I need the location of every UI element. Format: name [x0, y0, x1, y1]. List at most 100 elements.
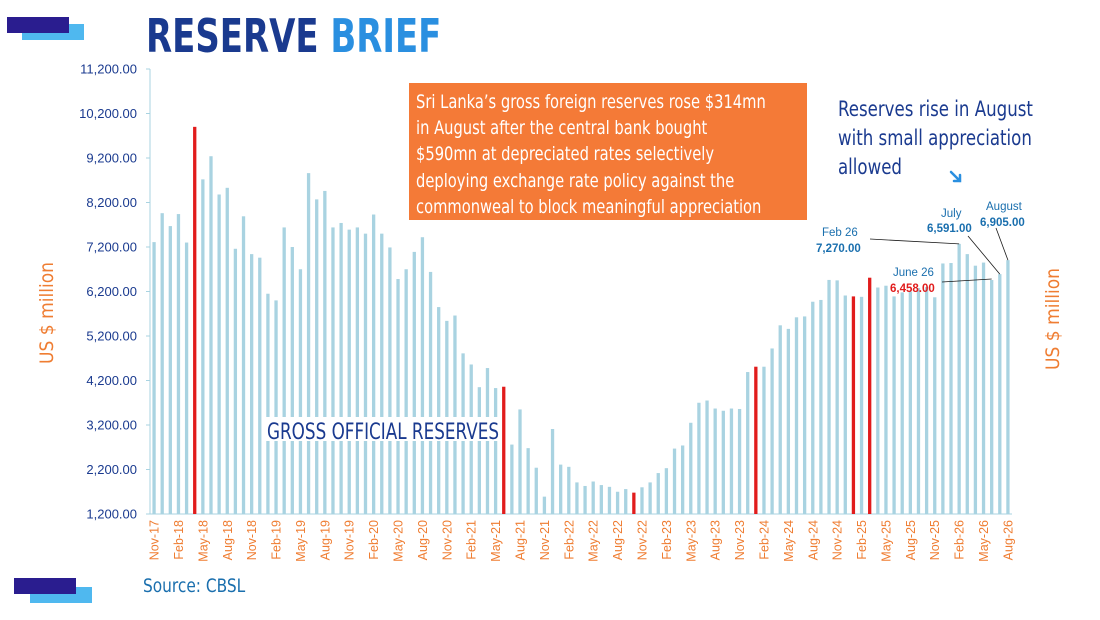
- bar: [290, 247, 294, 514]
- callout-line: $590mn at depreciated rates selectively: [416, 143, 715, 166]
- x-tick-label: Nov-24: [831, 520, 845, 560]
- bar: [331, 227, 335, 515]
- x-tick-label: Aug-23: [709, 520, 723, 560]
- x-tick-label: May-22: [587, 520, 601, 562]
- bar: [518, 409, 522, 514]
- annotation-value: 6,905.00: [980, 217, 1025, 229]
- bar: [843, 295, 847, 514]
- bar: [233, 248, 238, 514]
- bar: [599, 485, 603, 514]
- x-tick-label: Aug-26: [1001, 520, 1015, 560]
- bar: [250, 254, 254, 514]
- bar: [477, 387, 481, 514]
- bar: [315, 199, 319, 514]
- bar: [323, 190, 327, 514]
- bar: [437, 307, 441, 514]
- annotation-name: August: [986, 201, 1023, 213]
- bar: [282, 227, 286, 515]
- bar: [526, 448, 530, 514]
- y-tick-label: 3,200.00: [86, 418, 137, 433]
- bar: [225, 187, 229, 514]
- bar: [689, 422, 693, 514]
- x-tick-label: Nov-21: [538, 520, 552, 560]
- callout-line: in August after the central bank bought: [416, 117, 708, 140]
- bar: [412, 251, 416, 514]
- annotation-name: June 26: [893, 267, 934, 279]
- bar: [583, 485, 587, 514]
- x-tick-label: May-20: [392, 520, 406, 562]
- y-axis-label-left: US $ million: [36, 261, 58, 365]
- x-tick-label: May-26: [977, 520, 991, 562]
- x-tick-label: Aug-24: [806, 520, 820, 560]
- bar: [819, 299, 823, 514]
- bar: [705, 400, 709, 514]
- callout-box: Sri Lanka’s gross foreign reserves rose …: [409, 83, 807, 220]
- bar: [924, 287, 929, 514]
- y-tick-label: 4,200.00: [86, 373, 137, 388]
- bar: [152, 242, 156, 515]
- corner-block-navy-top: [7, 17, 69, 33]
- bar: [900, 292, 904, 514]
- bar: [762, 366, 766, 514]
- bar: [388, 247, 392, 514]
- x-tick-label: Aug-25: [904, 520, 918, 560]
- overlay-label-backdrop: [266, 417, 502, 441]
- bar: [933, 297, 937, 514]
- x-tick-label: Aug-21: [514, 520, 528, 560]
- bar: [453, 315, 457, 514]
- bar: [510, 444, 514, 514]
- bar: [656, 473, 660, 514]
- bar: [672, 448, 677, 514]
- leader-line: [995, 227, 1009, 261]
- bar: [168, 226, 172, 514]
- bar: [737, 408, 742, 514]
- x-tick-label: Nov-20: [440, 520, 454, 560]
- bar: [306, 173, 311, 514]
- bar: [892, 296, 896, 514]
- annotation-name: July: [941, 208, 962, 220]
- bar: [664, 468, 669, 514]
- x-tick-label: May-21: [489, 520, 503, 562]
- bar: [493, 388, 498, 514]
- y-tick-label: 2,200.00: [86, 462, 137, 477]
- bar: [201, 179, 205, 515]
- bar: [184, 242, 189, 515]
- x-tick-label: Nov-17: [148, 520, 162, 560]
- bar: [778, 325, 782, 514]
- y-tick-label: 6,200.00: [86, 284, 137, 299]
- leader-line: [869, 238, 960, 245]
- bar: [859, 296, 864, 514]
- bar: [274, 300, 278, 514]
- bar-highlight: [502, 386, 506, 514]
- y-tick-label: 9,200.00: [86, 151, 137, 166]
- x-tick-label: Nov-22: [635, 520, 649, 560]
- bar: [876, 287, 880, 514]
- bar: [607, 486, 612, 514]
- bar: [981, 262, 986, 514]
- x-tick-label: May-24: [782, 520, 796, 562]
- annotation-value: 7,270.00: [816, 243, 861, 255]
- bar: [550, 429, 555, 514]
- title-word-reserve: RESERVE: [146, 9, 319, 63]
- bar: [835, 280, 839, 514]
- x-tick-label: May-25: [879, 520, 893, 562]
- bar: [681, 445, 685, 514]
- bar: [640, 487, 644, 514]
- bar: [339, 222, 343, 514]
- bar: [990, 280, 994, 514]
- y-tick-label: 8,200.00: [86, 195, 137, 210]
- callout-line: Sri Lanka’s gross foreign reserves rose …: [416, 91, 766, 113]
- bar: [176, 214, 181, 514]
- y-tick-label: 11,200.00: [80, 62, 137, 77]
- bar: [786, 328, 791, 514]
- x-tick-label: Aug-18: [221, 520, 235, 560]
- callout-line: commonweal to block meaningful appreciat…: [416, 195, 762, 218]
- bar: [575, 482, 579, 514]
- bar-highlight: [868, 277, 872, 514]
- x-tick-label: Feb-20: [367, 520, 381, 560]
- bar: [973, 265, 978, 514]
- bar-highlight: [632, 492, 636, 514]
- x-tick-label: Feb-18: [172, 520, 186, 560]
- bar: [941, 263, 945, 514]
